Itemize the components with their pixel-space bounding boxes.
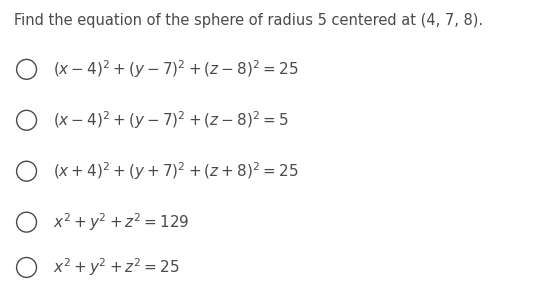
Text: $(x - 4)^2 + (y - 7)^2 + (z - 8)^2 = 25$: $(x - 4)^2 + (y - 7)^2 + (z - 8)^2 = 25$ — [53, 59, 298, 80]
Text: $x^2 + y^2 + z^2 = 25$: $x^2 + y^2 + z^2 = 25$ — [53, 257, 179, 278]
Text: $(x - 4)^2 + (y - 7)^2 + (z - 8)^2 = 5$: $(x - 4)^2 + (y - 7)^2 + (z - 8)^2 = 5$ — [53, 110, 288, 131]
Text: $(x + 4)^2 + (y + 7)^2 + (z + 8)^2 = 25$: $(x + 4)^2 + (y + 7)^2 + (z + 8)^2 = 25$ — [53, 160, 298, 182]
Text: Find the equation of the sphere of radius 5 centered at (4, 7, 8).: Find the equation of the sphere of radiu… — [14, 13, 483, 28]
Text: $x^2 + y^2 + z^2 = 129$: $x^2 + y^2 + z^2 = 129$ — [53, 211, 189, 233]
